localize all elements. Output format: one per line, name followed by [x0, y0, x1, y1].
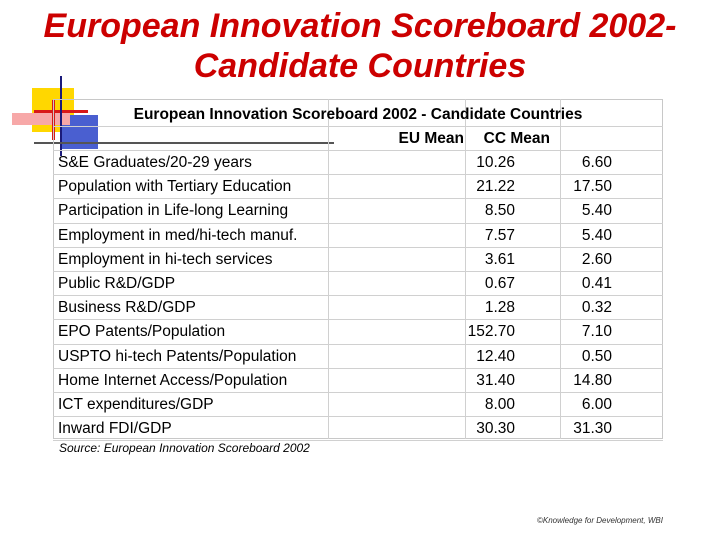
grid-horizontal-line	[53, 126, 663, 127]
row-label: Inward FDI/GDP	[58, 420, 172, 438]
grid-horizontal-line	[53, 368, 663, 369]
row-label: Home Internet Access/Population	[58, 371, 288, 389]
grid-horizontal-line	[53, 440, 663, 441]
data-table	[53, 99, 663, 439]
eu-mean-value: 8.50	[484, 202, 515, 220]
eu-mean-value: 3.61	[484, 250, 515, 268]
slide-title-line-2: Candidate Countries	[193, 47, 527, 85]
grid-horizontal-line	[53, 150, 663, 151]
grid-horizontal-line	[53, 392, 663, 393]
grid-horizontal-line	[53, 416, 663, 417]
cc-mean-value: 6.60	[581, 154, 612, 171]
slide-title-line-1: European Innovation Scoreboard 2002-	[43, 7, 677, 45]
row-label: S&E Graduates/20-29 years	[58, 154, 252, 171]
logo-pink-bar	[12, 113, 70, 125]
grid-horizontal-line	[53, 344, 663, 345]
eu-mean-value: 21.22	[476, 178, 515, 196]
row-label: Employment in med/hi-tech manuf.	[58, 226, 298, 244]
table-row: EPO Patents/Population 152.70 7.10	[53, 320, 663, 344]
grid-horizontal-line	[53, 295, 663, 296]
cc-mean-value: 5.40	[581, 226, 612, 244]
copyright-footer: ©Knowledge for Development, WBI	[537, 516, 663, 525]
cc-mean-value: 2.60	[581, 250, 612, 268]
cc-mean-value: 6.00	[581, 396, 612, 413]
row-label: Business R&D/GDP	[58, 299, 196, 317]
eu-mean-value: 10.26	[476, 154, 515, 171]
source-note: Source: European Innovation Scoreboard 2…	[59, 441, 310, 455]
eu-mean-value: 0.67	[484, 275, 515, 292]
eu-mean-value: 152.70	[467, 323, 515, 341]
row-label: Population with Tertiary Education	[58, 178, 292, 196]
cc-mean-value: 5.40	[581, 202, 612, 220]
grid-vertical-line	[465, 99, 466, 439]
table-row: Business R&D/GDP 1.28 0.32	[53, 296, 663, 320]
table-row: Employment in hi-tech services 3.61 2.60	[53, 248, 663, 272]
grid-vertical-line	[560, 99, 561, 439]
column-header-cc-mean: CC Mean	[483, 130, 550, 147]
grid-horizontal-line	[53, 271, 663, 272]
eu-mean-value: 1.28	[484, 299, 515, 317]
grid-vertical-line	[328, 99, 329, 439]
table-row: S&E Graduates/20-29 years 10.26 6.60	[53, 151, 663, 175]
table-row: Home Internet Access/Population 31.40 14.8…	[53, 369, 663, 393]
grid-horizontal-line	[53, 223, 663, 224]
eu-mean-value: 31.40	[476, 371, 515, 389]
cc-mean-value: 7.10	[581, 323, 612, 341]
row-label: Employment in hi-tech services	[58, 250, 273, 268]
grid-horizontal-line	[53, 319, 663, 320]
table-row: USPTO hi-tech Patents/Population 12.40 0.5…	[53, 345, 663, 369]
cc-mean-value: 0.32	[581, 299, 612, 317]
table-row: Population with Tertiary Education 21.22 1…	[53, 175, 663, 199]
grid-horizontal-line	[53, 198, 663, 199]
row-label: Participation in Life-long Learning	[58, 202, 289, 220]
logo-gray-horizontal-line	[34, 142, 334, 144]
table-row: Employment in med/hi-tech manuf. 7.57 5.40	[53, 224, 663, 248]
cc-mean-value: 0.41	[581, 275, 612, 292]
cc-mean-value: 31.30	[573, 420, 612, 438]
slide-title: European Innovation Scoreboard 2002- Can…	[0, 6, 720, 86]
cc-mean-value: 0.50	[581, 347, 612, 365]
row-label: ICT expenditures/GDP	[58, 396, 214, 413]
row-label: Public R&D/GDP	[58, 275, 176, 292]
eu-mean-value: 7.57	[484, 226, 515, 244]
table-row: Participation in Life-long Learning 8.50 5…	[53, 199, 663, 223]
grid-horizontal-line	[53, 174, 663, 175]
grid-horizontal-line	[53, 247, 663, 248]
eu-mean-value: 12.40	[476, 347, 515, 365]
table-row: ICT expenditures/GDP 8.00 6.00	[53, 393, 663, 417]
row-label: EPO Patents/Population	[58, 323, 226, 341]
table-row: Inward FDI/GDP 30.30 31.30	[53, 417, 663, 441]
cc-mean-value: 17.50	[573, 178, 612, 196]
row-label: USPTO hi-tech Patents/Population	[58, 347, 297, 365]
table-heading: European Innovation Scoreboard 2002 - Ca…	[133, 106, 583, 123]
eu-mean-value: 8.00	[484, 396, 515, 413]
eu-mean-value: 30.30	[476, 420, 515, 438]
cc-mean-value: 14.80	[573, 371, 612, 389]
logo-navy-vertical-line	[60, 76, 62, 156]
column-header-eu-mean: EU Mean	[398, 130, 464, 147]
table-row: Public R&D/GDP 0.67 0.41	[53, 272, 663, 296]
